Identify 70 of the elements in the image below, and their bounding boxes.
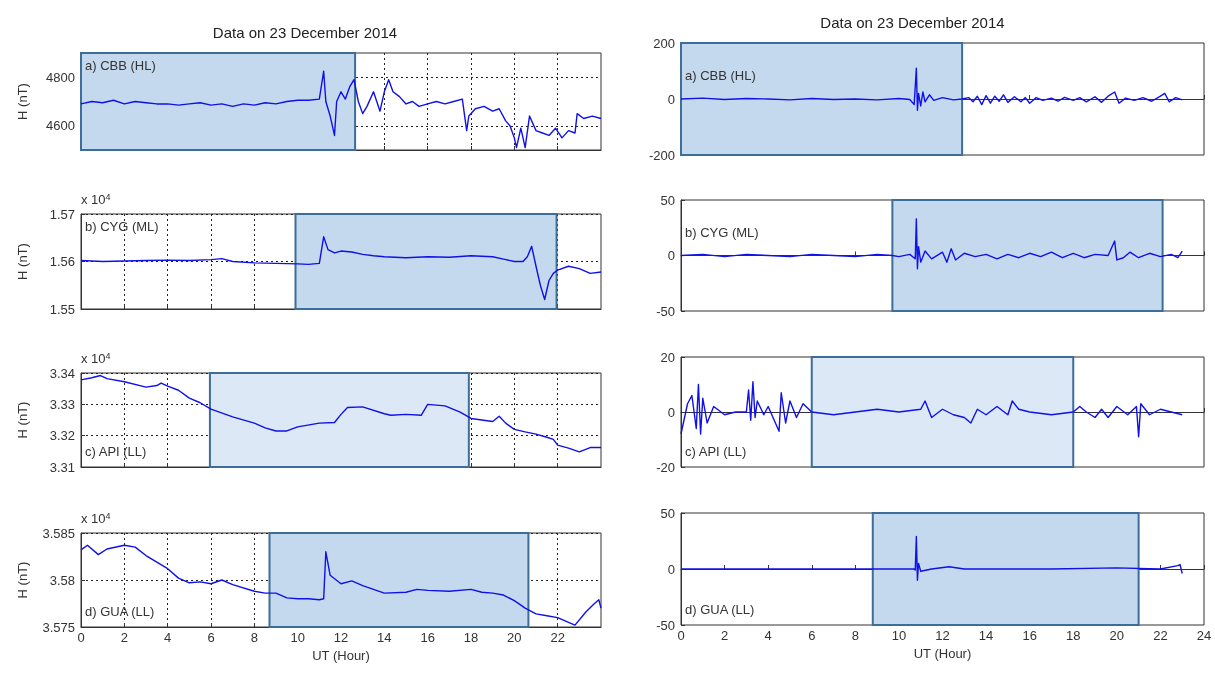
x-tick-label: 6 [808, 628, 816, 643]
x-tick-label: 22 [1153, 628, 1168, 643]
line-series [680, 381, 1183, 438]
x-tick-label: 16 [1022, 628, 1037, 643]
y-tick-label: 3.32 [49, 428, 75, 444]
y-axis-title: H (nT) [15, 83, 30, 120]
annotation: c) API (LL) [685, 444, 747, 459]
y-tick-label: 3.33 [49, 396, 75, 412]
y-tick-label: 0 [667, 248, 675, 263]
y-tick-label: 3.575 [42, 619, 75, 635]
x-tick-label: 14 [377, 630, 392, 645]
annotation: a) CBB (HL) [685, 68, 756, 83]
y-tick-label: 50 [660, 192, 675, 208]
annotation: a) CBB (HL) [85, 58, 156, 73]
x-tick-label: 10 [290, 630, 305, 645]
y-tick-label: 1.55 [49, 301, 75, 317]
x-tick-label: 22 [550, 630, 565, 645]
x-tick-label: 4 [764, 628, 772, 643]
chart-title: Data on 23 December 2014 [212, 24, 398, 41]
y-tick-label: -50 [656, 617, 675, 633]
x-tick-label: 0 [677, 628, 685, 643]
y-tick-label: 3.34 [49, 365, 75, 381]
y-axis-title: H (nT) [15, 561, 30, 599]
x-tick-label: 14 [978, 628, 994, 643]
x-axis-title: UT (Hour) [312, 647, 370, 663]
x-tick-label: 6 [207, 630, 215, 645]
line-series [680, 535, 1183, 581]
y-tick-label: 0 [667, 91, 675, 107]
x-tick-label: 4 [164, 630, 172, 645]
x-tick-label: 20 [507, 630, 522, 645]
y-tick-label: -50 [656, 303, 675, 319]
annotation: b) CYG (ML) [685, 225, 759, 240]
x-tick-label: 8 [250, 630, 258, 645]
y-axis-title: H (nT) [15, 243, 30, 280]
x-tick-label: 12 [333, 630, 349, 645]
y-tick-label: 0 [667, 404, 675, 420]
y-tick-label: 200 [653, 35, 675, 51]
y-tick-label: 4800 [46, 69, 75, 85]
x-tick-label: 12 [935, 628, 950, 643]
x-tick-label: 0 [77, 630, 85, 645]
x-tick-label: 20 [1109, 628, 1125, 643]
y-tick-label: 1.56 [49, 254, 75, 269]
annotation: b) CYG (ML) [85, 219, 159, 234]
y-tick-label: 3.58 [49, 572, 75, 588]
y-tick-label: -20 [656, 459, 675, 475]
y-tick-label: 3.31 [49, 459, 75, 475]
annotation: d) GUA (LL) [685, 602, 755, 617]
line-series [680, 67, 1183, 111]
y-axis-title: H (nT) [15, 401, 30, 439]
annotation: c) API (LL) [85, 444, 147, 459]
x-tick-label: 18 [1066, 628, 1081, 643]
y-tick-label: 50 [660, 505, 675, 521]
line-series [680, 218, 1183, 270]
y-tick-label: 0 [667, 561, 675, 577]
x-axis-title: UT (Hour) [913, 645, 972, 661]
y-tick-label: -200 [648, 147, 675, 163]
x-tick-label: 16 [420, 630, 435, 645]
y-tick-label: 3.585 [42, 525, 75, 541]
y-tick-label: 20 [660, 349, 675, 365]
chart-title: Data on 23 December 2014 [820, 14, 1005, 31]
x-tick-label: 24 [1196, 628, 1212, 643]
x-tick-label: 8 [851, 628, 859, 643]
x-tick-label: 2 [720, 628, 729, 643]
y-tick-label: 1.57 [49, 206, 75, 222]
line-series [80, 236, 602, 301]
x-tick-label: 10 [891, 628, 907, 643]
x-tick-label: 18 [463, 630, 479, 645]
x-tick-label: 2 [120, 630, 128, 645]
y-tick-label: 4600 [46, 118, 75, 134]
annotation: d) GUA (LL) [85, 604, 155, 619]
